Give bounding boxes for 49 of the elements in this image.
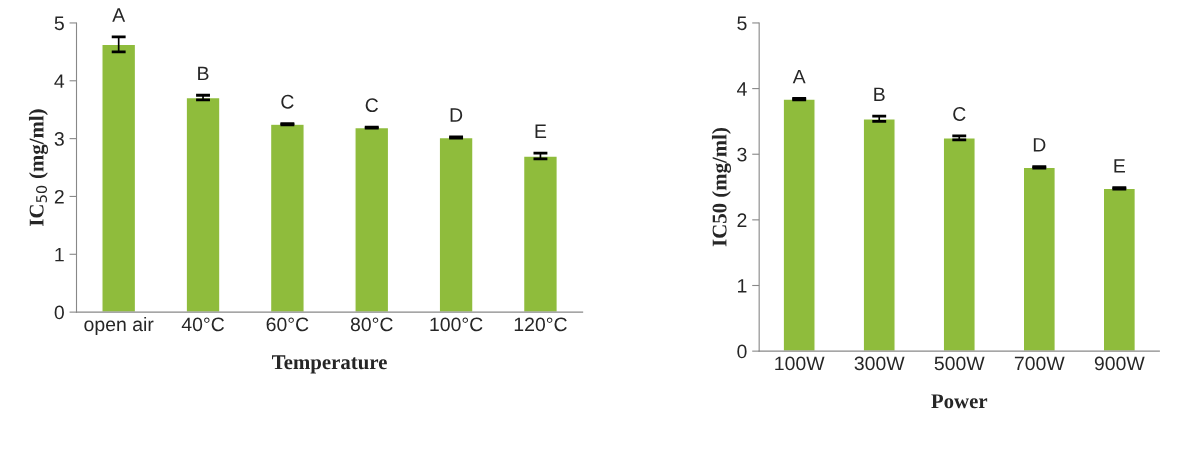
bar [438,136,474,313]
bar [942,137,976,352]
x-axis-title: Power [931,394,988,409]
y-tick-label: 4 [736,82,747,96]
y-tick-label: 2 [737,213,747,227]
y-axis-title: IC50 (mg/ml) [711,128,731,247]
y-tick-label: 3 [737,147,747,162]
x-tick-label: 40°C [181,317,225,332]
annotation: A [112,8,126,22]
bar [269,123,305,313]
y-tick-label: 3 [54,132,64,146]
x-tick-label: 500W [934,356,985,371]
x-tick-label: 80°C [350,317,393,332]
x-tick-label: open air [84,316,154,336]
x-tick-label: 300W [854,356,905,371]
y-tick-label: 2 [54,189,64,204]
annotation: B [874,87,885,102]
bar [101,43,137,313]
annotation: B [198,66,209,81]
bar [782,98,816,352]
annotation: A [792,69,806,84]
annotation: C [281,94,294,109]
x-tick-label: 120°C [514,317,567,332]
y-tick-label: 4 [54,74,65,88]
y-tick-label: 0 [737,344,747,359]
x-tick-label: 700W [1014,356,1065,371]
y-tick-label: 1 [55,247,64,262]
x-tick-label: 900W [1094,356,1145,371]
bar [1022,166,1056,352]
x-tick-label: 100°C [430,317,483,332]
bar [862,118,896,352]
bar [522,155,559,313]
annotation: C [365,98,379,113]
annotation: E [535,124,547,138]
x-axis-title: Temperature [272,355,387,374]
y-tick-label: 1 [738,279,747,293]
bar [1102,187,1137,352]
annotation: E [1114,159,1125,173]
y-tick-label: 0 [54,305,64,320]
x-tick-label: 60°C [266,317,309,332]
y-tick-label: 5 [54,16,64,31]
y-axis-title: IC$_{50}$ (mg/ml) [28,109,49,226]
annotation: D [1033,138,1046,152]
annotation: D [450,108,463,122]
x-tick-label: 100W [775,356,825,371]
y-tick-label: 5 [737,16,747,31]
annotation: C [953,107,966,121]
bar [185,96,221,313]
bar [354,126,390,313]
